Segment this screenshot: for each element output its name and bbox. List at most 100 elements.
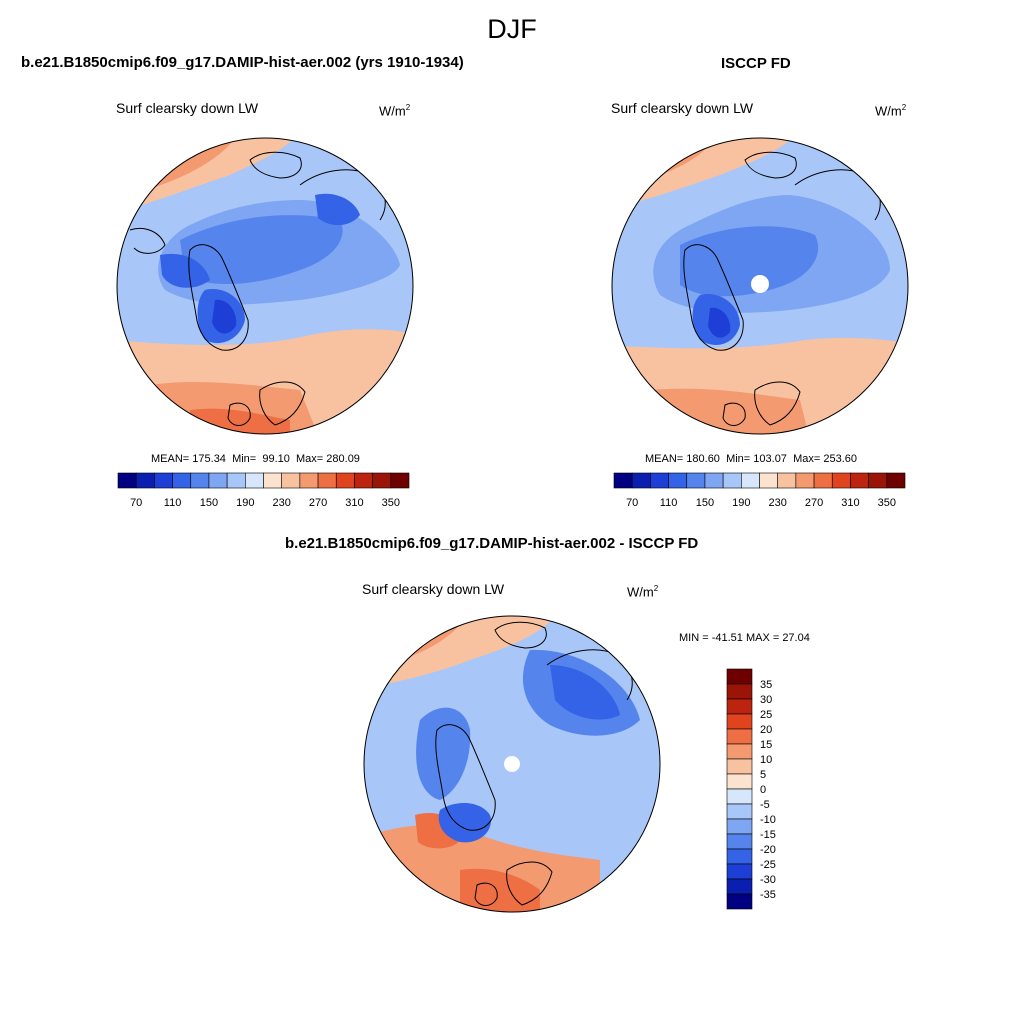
colorbar-swatch xyxy=(335,472,355,489)
model-greenland-minimum xyxy=(212,299,237,334)
colorbar-swatch xyxy=(726,818,753,835)
colorbar-tick-label: 150 xyxy=(696,497,714,509)
obs-stats-label: MEAN= 180.60 Min= 103.07 Max= 253.60 xyxy=(645,453,857,465)
model-coastline-alaska xyxy=(249,151,302,179)
colorbar-tick-label: 15 xyxy=(760,739,772,751)
colorbar-tick-label: -20 xyxy=(760,844,776,856)
model-map xyxy=(117,138,413,434)
colorbar-swatch xyxy=(831,472,851,489)
colorbar-tick-label: -5 xyxy=(760,799,770,811)
colorbar-swatch xyxy=(226,472,246,489)
colorbar-swatch xyxy=(777,472,797,489)
colorbar-swatch xyxy=(726,713,753,730)
colorbar-swatch xyxy=(726,728,753,745)
diff-coastline-scandinavia xyxy=(506,861,553,906)
colorbar-swatch xyxy=(726,878,753,895)
colorbar-swatch xyxy=(650,472,669,489)
obs-map-border xyxy=(611,137,909,435)
diff-variable-label: Surf clearsky down LW xyxy=(362,581,505,597)
colorbar-swatch xyxy=(135,472,155,489)
colorbar-swatch xyxy=(726,758,753,775)
model-arctic-colder-region xyxy=(180,215,343,285)
model-map-border xyxy=(116,137,414,435)
obs-coastline-scandinavia xyxy=(754,381,801,426)
colorbar-swatch xyxy=(263,472,282,489)
obs-variable-label: Surf clearsky down LW xyxy=(611,100,754,116)
obs-coastline-british-isles xyxy=(722,402,746,426)
colorbar-swatch xyxy=(726,848,753,865)
colorbar-swatch xyxy=(726,833,753,850)
colorbar-tick-label: 310 xyxy=(841,497,859,509)
diff-colorbar: 35 30 25 20 15 10 5 0 -5 -10 -15 -20 -25 -30 -35 xyxy=(726,668,776,910)
diff-units-label: W/m2 xyxy=(627,584,659,600)
obs-greenland-minimum xyxy=(708,307,731,338)
colorbar-swatch xyxy=(317,472,337,489)
colorbar-swatch xyxy=(208,472,228,489)
colorbar-tick-label: 350 xyxy=(382,497,400,509)
colorbar-swatch xyxy=(299,472,319,489)
obs-pole-missing-data xyxy=(751,275,769,293)
colorbar-swatch xyxy=(281,472,301,489)
colorbar-swatch xyxy=(154,472,173,489)
colorbar-swatch xyxy=(726,773,753,790)
model-coastline-canada xyxy=(129,227,166,254)
obs-panel-title: ISCCP FD xyxy=(721,55,791,72)
colorbar-swatch xyxy=(631,472,651,489)
diff-stats-label: MIN = -41.51 MAX = 27.04 xyxy=(679,632,810,644)
obs-arctic-colder-region xyxy=(680,226,819,297)
colorbar-tick-label: 190 xyxy=(732,497,750,509)
diff-canada-cold-region xyxy=(416,707,471,800)
colorbar-tick-label: 70 xyxy=(130,497,142,509)
colorbar-swatch xyxy=(726,668,753,685)
model-canada-cold-region xyxy=(160,253,210,288)
colorbar-tick-label: -10 xyxy=(760,814,776,826)
model-siberia-cold-region xyxy=(315,193,360,226)
colorbar-tick-label: 310 xyxy=(345,497,363,509)
model-panel-title: b.e21.B1850cmip6.f09_g17.DAMIP-hist-aer.… xyxy=(21,54,464,71)
colorbar-swatch xyxy=(726,743,753,760)
colorbar-swatch xyxy=(868,472,888,489)
colorbar-swatch xyxy=(726,788,753,805)
colorbar-tick-label: 230 xyxy=(273,497,291,509)
colorbar-swatch xyxy=(741,472,760,489)
obs-coastline-alaska xyxy=(744,151,797,179)
colorbar-tick-label: -35 xyxy=(760,889,776,901)
model-colorbar: 70 110 150 190 230 270 310 350 xyxy=(117,472,410,509)
colorbar-swatch xyxy=(795,472,815,489)
colorbar-swatch xyxy=(726,893,753,910)
colorbar-swatch xyxy=(686,472,706,489)
colorbar-swatch xyxy=(668,472,688,489)
colorbar-tick-label: 70 xyxy=(626,497,638,509)
colorbar-tick-label: -15 xyxy=(760,829,776,841)
diff-coastline-british-isles xyxy=(474,882,498,906)
model-coastline-greenland xyxy=(188,244,249,351)
colorbar-swatch xyxy=(704,472,724,489)
colorbar-swatch xyxy=(190,472,210,489)
colorbar-tick-label: -25 xyxy=(760,859,776,871)
obs-colorbar: 70 110 150 190 230 270 310 350 xyxy=(613,472,906,509)
model-coastline-british-isles xyxy=(227,402,251,426)
obs-units-label: W/m2 xyxy=(875,103,907,119)
colorbar-swatch xyxy=(850,472,869,489)
colorbar-tick-label: 230 xyxy=(769,497,787,509)
colorbar-swatch xyxy=(726,683,753,700)
colorbar-tick-label: 5 xyxy=(760,769,766,781)
colorbar-tick-label: 110 xyxy=(164,497,182,509)
colorbar-tick-label: 270 xyxy=(805,497,823,509)
colorbar-swatch xyxy=(372,472,392,489)
colorbar-tick-label: 0 xyxy=(760,784,766,796)
model-stats-label: MEAN= 175.34 Min= 99.10 Max= 280.09 xyxy=(151,453,360,465)
colorbar-tick-label: -30 xyxy=(760,874,776,886)
model-coastline-scandinavia xyxy=(259,381,306,426)
colorbar-swatch xyxy=(813,472,833,489)
diff-greenland-cold-region xyxy=(438,803,491,843)
colorbar-swatch xyxy=(117,472,137,489)
colorbar-swatch xyxy=(726,803,753,820)
diff-coastline-greenland xyxy=(435,724,496,831)
colorbar-swatch xyxy=(245,472,264,489)
colorbar-tick-label: 20 xyxy=(760,724,772,736)
colorbar-tick-label: 350 xyxy=(878,497,896,509)
model-units-label: W/m2 xyxy=(379,103,411,119)
colorbar-swatch xyxy=(759,472,778,489)
colorbar-tick-label: 270 xyxy=(309,497,327,509)
